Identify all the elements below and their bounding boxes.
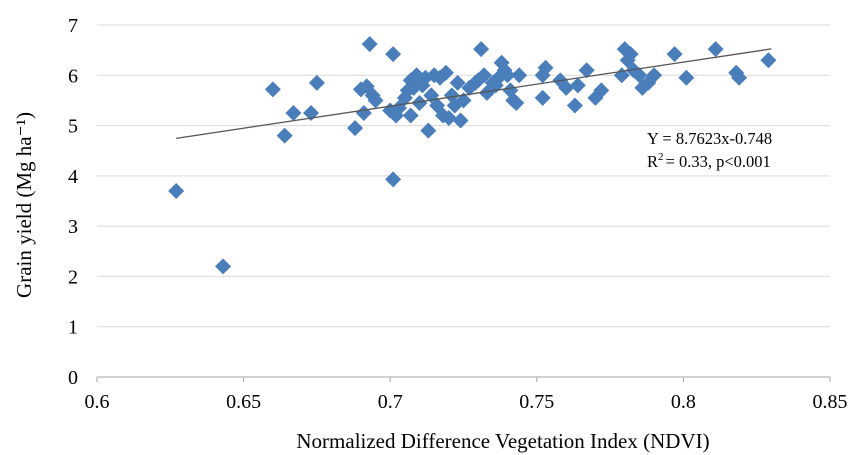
- x-axis-title: Normalized Difference Vegetation Index (…: [296, 429, 709, 453]
- regression-annotation: Y = 8.7623x-0.748 R2 = 0.33, p<0.001: [647, 129, 772, 171]
- data-point: [511, 67, 528, 84]
- x-axis-ticks: 0.6 0.65 0.7 0.75 0.8 0.85: [85, 377, 848, 413]
- data-point: [361, 36, 378, 53]
- y-tick-label: 2: [68, 266, 78, 288]
- data-point: [355, 105, 372, 121]
- data-point: [308, 74, 325, 91]
- data-point: [452, 112, 469, 129]
- data-points: [168, 36, 777, 275]
- data-point: [455, 92, 472, 109]
- data-point: [367, 92, 384, 109]
- data-point: [449, 74, 466, 91]
- trendline: [176, 48, 772, 139]
- r-squared-prefix: R: [647, 152, 658, 171]
- data-point: [276, 127, 293, 144]
- data-point: [420, 122, 437, 139]
- data-point: [569, 77, 586, 94]
- data-point: [347, 120, 364, 137]
- data-point: [566, 97, 583, 114]
- r-squared-exponent: 2: [658, 151, 664, 163]
- data-point: [678, 69, 695, 86]
- data-point: [760, 52, 777, 69]
- data-point: [508, 94, 525, 111]
- x-tick-label: 0.65: [226, 391, 261, 413]
- data-point: [631, 67, 648, 84]
- r-squared-value: = 0.33, p<0.001: [666, 152, 771, 171]
- data-point: [537, 59, 554, 76]
- data-point: [593, 82, 610, 99]
- data-point: [578, 62, 595, 79]
- data-point: [168, 182, 185, 199]
- data-point: [476, 67, 493, 84]
- data-point: [411, 94, 428, 111]
- data-point: [473, 41, 490, 58]
- y-tick-label: 3: [68, 216, 78, 238]
- y-tick-label: 5: [68, 116, 78, 138]
- y-axis-title: Grain yield (Mg ha⁻¹): [12, 112, 36, 298]
- data-point: [215, 258, 232, 275]
- y-tick-label: 1: [68, 317, 78, 339]
- data-point: [666, 46, 683, 63]
- gridlines: [97, 24, 830, 328]
- data-point: [385, 46, 402, 63]
- data-point: [285, 105, 302, 121]
- x-tick-label: 0.8: [671, 391, 696, 413]
- data-point: [558, 79, 575, 96]
- y-tick-label: 4: [68, 166, 78, 188]
- y-tick-label: 7: [68, 15, 78, 37]
- data-point: [707, 41, 724, 58]
- data-point: [440, 110, 457, 127]
- data-point: [264, 81, 281, 98]
- data-point: [499, 67, 516, 84]
- x-tick-label: 0.7: [378, 391, 403, 413]
- data-point: [731, 69, 748, 86]
- y-tick-label: 6: [68, 65, 78, 87]
- regression-equation: Y = 8.7623x-0.748: [647, 129, 772, 148]
- r-squared-label: R2 = 0.33, p<0.001: [647, 151, 771, 171]
- data-point: [646, 67, 663, 84]
- data-point: [437, 64, 454, 81]
- data-point: [402, 107, 419, 124]
- y-tick-label: 0: [68, 367, 78, 389]
- data-point: [534, 89, 551, 106]
- y-axis-ticks: 0 1 2 3 4 5 6 7: [68, 15, 78, 389]
- data-point: [385, 171, 402, 188]
- x-tick-label: 0.85: [813, 391, 848, 413]
- x-tick-label: 0.6: [85, 391, 110, 413]
- data-point: [622, 46, 639, 63]
- x-tick-label: 0.75: [519, 391, 554, 413]
